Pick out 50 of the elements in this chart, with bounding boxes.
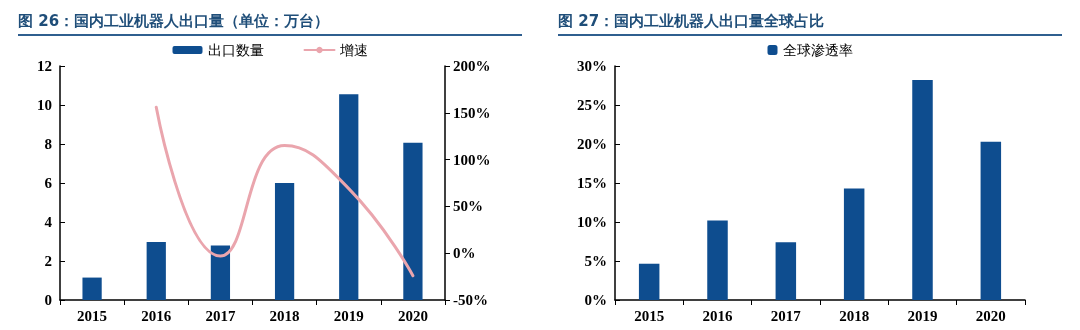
line-series: [154, 105, 415, 278]
y-tick-label: 10%: [577, 214, 607, 230]
bar: [339, 94, 359, 300]
y-tick-label: 30%: [577, 58, 607, 74]
bar: [210, 245, 231, 300]
x-tick-label: 2019: [907, 307, 938, 324]
x-tick-label: 2016: [702, 307, 733, 324]
y2-tick-label: 0%: [453, 245, 476, 262]
legend-label: 全球渗透率: [782, 42, 853, 58]
x-tick-label: 2015: [634, 307, 665, 324]
y-tick-label: 2: [44, 253, 52, 269]
legend-label: 出口数量: [207, 42, 264, 58]
x-tick-label: 2019: [333, 307, 364, 324]
y-tick-label: 10: [37, 97, 52, 113]
y-tick-label: 20%: [577, 136, 607, 152]
bar: [638, 263, 660, 300]
y-tick-label: 4: [44, 214, 53, 230]
x-tick-label: 2020: [397, 307, 428, 324]
y-tick-label: 6: [44, 175, 53, 191]
bar: [146, 242, 166, 300]
legend-label: 增速: [338, 42, 368, 58]
bar: [707, 220, 728, 300]
bar: [775, 242, 797, 300]
y-tick-label: 5%: [584, 253, 607, 269]
x-tick-label: 2016: [141, 307, 172, 324]
chart-title: 图 26：国内工业机器人出口量（单位：万台）: [18, 8, 522, 36]
x-tick-label: 2018: [269, 307, 300, 324]
chart-title: 图 27：国内工业机器人出口量全球占比: [558, 8, 1062, 36]
y-tick-label: 0%: [584, 292, 607, 308]
y2-tick-label: 200%: [453, 58, 491, 74]
x-tick-label: 2017: [770, 307, 802, 324]
y-tick-label: 25%: [577, 97, 607, 113]
bar: [912, 80, 933, 300]
bar: [980, 141, 1002, 300]
bar: [403, 142, 423, 300]
x-tick-label: 2020: [975, 307, 1006, 324]
y2-tick-label: 50%: [453, 198, 483, 215]
x-tick-label: 2018: [839, 307, 870, 324]
y-tick-label: 8: [44, 136, 52, 152]
bar: [843, 188, 865, 300]
x-tick-label: 2015: [77, 307, 108, 324]
bar: [274, 183, 295, 300]
bar: [82, 277, 102, 300]
y2-tick-label: 100%: [453, 151, 491, 168]
y-tick-label: 12: [37, 58, 52, 74]
x-tick-label: 2017: [205, 307, 236, 324]
y2-tick-label: -50%: [453, 292, 488, 308]
y-tick-label: 15%: [577, 175, 607, 191]
y-tick-label: 0: [44, 292, 52, 308]
y2-tick-label: 150%: [453, 104, 491, 121]
